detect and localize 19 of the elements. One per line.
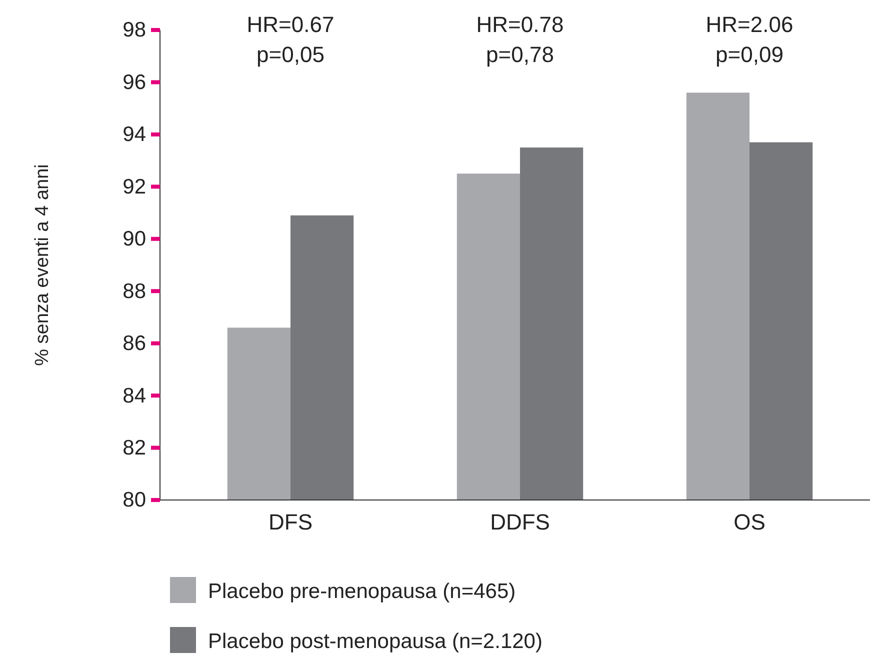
annotation: HR=2.06 p=0,09 xyxy=(706,12,794,67)
y-tick-label: 92 xyxy=(122,175,146,198)
y-axis-title: % senza eventi a 4 anni xyxy=(32,164,53,366)
y-tick-label: 84 xyxy=(122,384,146,408)
y-tick-label: 98 xyxy=(122,18,146,42)
y-tick-label: 90 xyxy=(122,228,146,251)
x-tick-label: DDFS xyxy=(490,510,550,535)
y-tick-label: 80 xyxy=(122,488,146,512)
x-tick-label: OS xyxy=(734,510,766,535)
legend-label: Placebo post-menopausa (n=2.120) xyxy=(208,630,542,653)
y-tick-label: 96 xyxy=(122,70,146,94)
annotation: HR=0.78 p=0,78 xyxy=(476,12,564,67)
y-tick-label: 82 xyxy=(122,436,146,460)
y-tick-label: 94 xyxy=(122,123,146,146)
y-tick-label: 88 xyxy=(122,280,146,303)
y-tick-label: 86 xyxy=(122,332,146,356)
x-tick-label: DFS xyxy=(268,510,312,535)
legend-label: Placebo pre-menopausa (n=465) xyxy=(208,580,516,603)
annotation: HR=0.67 p=0,05 xyxy=(246,12,334,67)
